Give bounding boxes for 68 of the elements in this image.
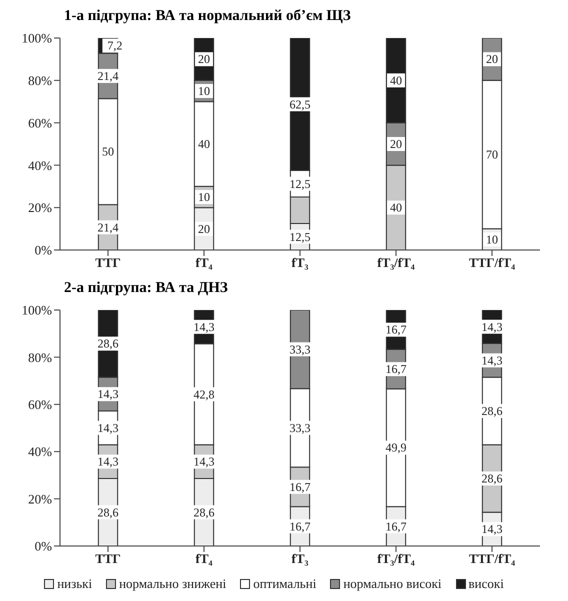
data-label: 10: [486, 232, 498, 246]
data-label: 14,3: [98, 454, 118, 469]
data-label: 21,4: [98, 220, 118, 234]
data-label: 14,3: [98, 420, 118, 435]
x-tick-label: fT₃/fT₄: [377, 255, 415, 270]
data-label: 10: [198, 84, 210, 98]
y-tick-label: 0%: [34, 538, 52, 554]
data-label: 28,6: [482, 404, 502, 418]
data-label: 16,7: [386, 519, 406, 534]
data-label: 16,7: [290, 480, 310, 494]
data-label: 49,9: [386, 440, 406, 455]
x-tick-label: ТТГ: [95, 551, 121, 566]
data-label: 28,6: [98, 336, 118, 351]
data-label: 12,5: [290, 230, 310, 244]
x-tick-label: fT₃: [292, 551, 309, 566]
data-label: 28,6: [98, 505, 118, 520]
data-label: 16,7: [386, 362, 406, 376]
data-label: 50: [102, 144, 114, 159]
data-label: 33,3: [290, 420, 310, 435]
legend-label: низькі: [57, 576, 92, 592]
data-label: 20: [390, 137, 402, 151]
data-label: 14,3: [194, 454, 214, 469]
y-tick-label: 60%: [28, 115, 52, 130]
data-label: 62,5: [290, 97, 310, 112]
data-label: 7,2: [107, 38, 122, 53]
x-tick-label: fT₄: [196, 551, 213, 566]
chart-title: 1-а підгрупа: ВА та нормальний об’єм ЩЗ: [63, 8, 352, 26]
y-tick-label: 100%: [22, 302, 52, 318]
legend-label: нормально високі: [343, 576, 442, 592]
legend-label: високі: [468, 576, 504, 592]
data-label: 28,6: [482, 472, 502, 486]
y-tick-label: 20%: [28, 200, 52, 216]
data-label: 42,8: [194, 387, 214, 402]
y-tick-label: 0%: [34, 242, 52, 258]
data-label: 14,3: [98, 387, 118, 402]
data-label: 40: [390, 73, 402, 88]
data-label: 21,4: [98, 68, 118, 83]
data-label: 14,3: [194, 320, 214, 334]
data-label: 16,7: [290, 519, 310, 534]
data-label: 16,7: [386, 322, 406, 337]
chart-title: 2-а підгрупа: ВА та ДНЗ: [63, 280, 229, 298]
data-label: 40: [390, 200, 402, 215]
data-label: 28,6: [194, 505, 214, 520]
data-label: 14,3: [482, 353, 502, 368]
data-label: 14,3: [482, 320, 502, 334]
x-tick-label: fT₃: [292, 255, 309, 270]
x-tick-label: ТТГ/fT₄: [468, 255, 516, 270]
y-tick-label: 40%: [28, 158, 52, 173]
y-tick-label: 40%: [28, 444, 52, 460]
legend-label: оптимальні: [253, 576, 316, 592]
y-tick-label: 80%: [28, 73, 52, 88]
data-label: 20: [486, 52, 498, 66]
y-tick-label: 100%: [22, 30, 52, 46]
x-tick-label: fT₄: [196, 255, 213, 270]
y-tick-label: 20%: [28, 491, 52, 506]
legend-label: нормально знижені: [119, 576, 226, 592]
data-label: 14,3: [482, 522, 502, 536]
x-tick-label: ТТГ: [95, 255, 121, 270]
y-tick-label: 60%: [28, 397, 52, 412]
data-label: 70: [486, 148, 498, 162]
x-tick-label: fT₃/fT₄: [377, 551, 415, 566]
data-label: 10: [198, 190, 210, 204]
data-label: 20: [198, 52, 210, 66]
data-label: 33,3: [290, 342, 310, 356]
y-tick-label: 80%: [28, 350, 52, 365]
x-tick-label: ТТГ/fT₄: [468, 551, 516, 566]
data-label: 40: [198, 137, 210, 151]
data-label: 20: [198, 222, 210, 236]
